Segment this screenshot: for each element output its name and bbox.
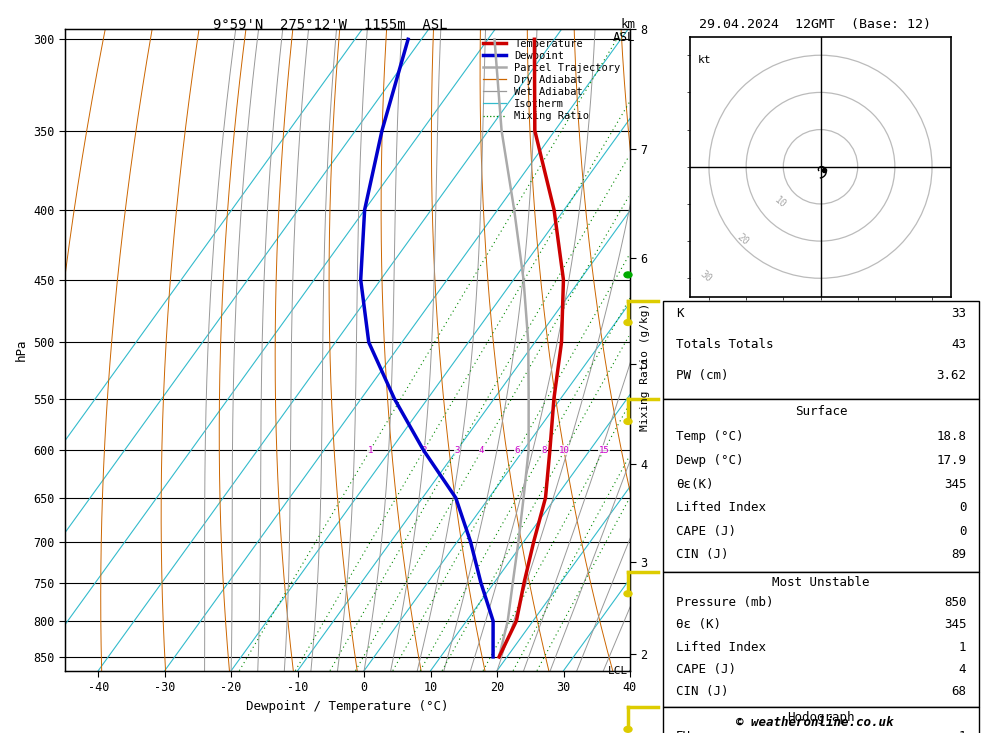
Text: ASL: ASL — [612, 31, 635, 44]
Text: 43: 43 — [951, 338, 966, 351]
Text: 20: 20 — [735, 232, 750, 247]
Text: 0: 0 — [959, 501, 966, 514]
Text: CIN (J): CIN (J) — [676, 685, 728, 698]
Text: Hodograph: Hodograph — [787, 711, 855, 724]
Text: 1: 1 — [959, 641, 966, 654]
Text: Mixing Ratio (g/kg): Mixing Ratio (g/kg) — [640, 303, 650, 430]
Text: CAPE (J): CAPE (J) — [676, 663, 736, 676]
Text: 345: 345 — [944, 478, 966, 490]
Text: K: K — [676, 307, 683, 320]
Text: 17.9: 17.9 — [936, 454, 966, 467]
Text: 3: 3 — [454, 446, 460, 455]
Text: © weatheronline.co.uk: © weatheronline.co.uk — [736, 716, 894, 729]
Text: CIN (J): CIN (J) — [676, 548, 728, 561]
Legend: Temperature, Dewpoint, Parcel Trajectory, Dry Adiabat, Wet Adiabat, Isotherm, Mi: Temperature, Dewpoint, Parcel Trajectory… — [479, 34, 625, 125]
Text: Lifted Index: Lifted Index — [676, 501, 766, 514]
Text: Most Unstable: Most Unstable — [772, 576, 870, 589]
Text: 4: 4 — [959, 663, 966, 676]
Text: 30: 30 — [698, 269, 713, 284]
Text: CAPE (J): CAPE (J) — [676, 525, 736, 538]
Text: 89: 89 — [951, 548, 966, 561]
Text: Temp (°C): Temp (°C) — [676, 430, 743, 443]
Text: 33: 33 — [951, 307, 966, 320]
Text: Pressure (mb): Pressure (mb) — [676, 596, 773, 609]
Text: 29.04.2024  12GMT  (Base: 12): 29.04.2024 12GMT (Base: 12) — [699, 18, 931, 32]
Text: θε(K): θε(K) — [676, 478, 713, 490]
Text: kt: kt — [698, 55, 711, 65]
Text: 6: 6 — [515, 446, 520, 455]
Text: 2: 2 — [421, 446, 427, 455]
Text: θε (K): θε (K) — [676, 619, 721, 631]
Text: LCL: LCL — [608, 666, 628, 676]
Text: 4: 4 — [479, 446, 484, 455]
Text: 15: 15 — [598, 446, 609, 455]
Text: 345: 345 — [944, 619, 966, 631]
Y-axis label: hPa: hPa — [15, 339, 28, 361]
Text: Dewp (°C): Dewp (°C) — [676, 454, 743, 467]
Text: 8: 8 — [541, 446, 546, 455]
Text: 0: 0 — [959, 525, 966, 538]
Text: Surface: Surface — [795, 405, 847, 418]
Text: 1: 1 — [959, 730, 966, 733]
Text: PW (cm): PW (cm) — [676, 369, 728, 382]
Text: 850: 850 — [944, 596, 966, 609]
X-axis label: Dewpoint / Temperature (°C): Dewpoint / Temperature (°C) — [246, 700, 449, 712]
Text: 9°59'N  275°12'W  1155m  ASL: 9°59'N 275°12'W 1155m ASL — [213, 18, 447, 32]
Text: 10: 10 — [559, 446, 570, 455]
Text: 10: 10 — [772, 194, 788, 210]
Text: 18.8: 18.8 — [936, 430, 966, 443]
Text: 68: 68 — [951, 685, 966, 698]
Text: Totals Totals: Totals Totals — [676, 338, 773, 351]
Text: 1: 1 — [367, 446, 373, 455]
Text: EH: EH — [676, 730, 691, 733]
Text: km: km — [620, 18, 635, 32]
Text: Lifted Index: Lifted Index — [676, 641, 766, 654]
Text: 3.62: 3.62 — [936, 369, 966, 382]
